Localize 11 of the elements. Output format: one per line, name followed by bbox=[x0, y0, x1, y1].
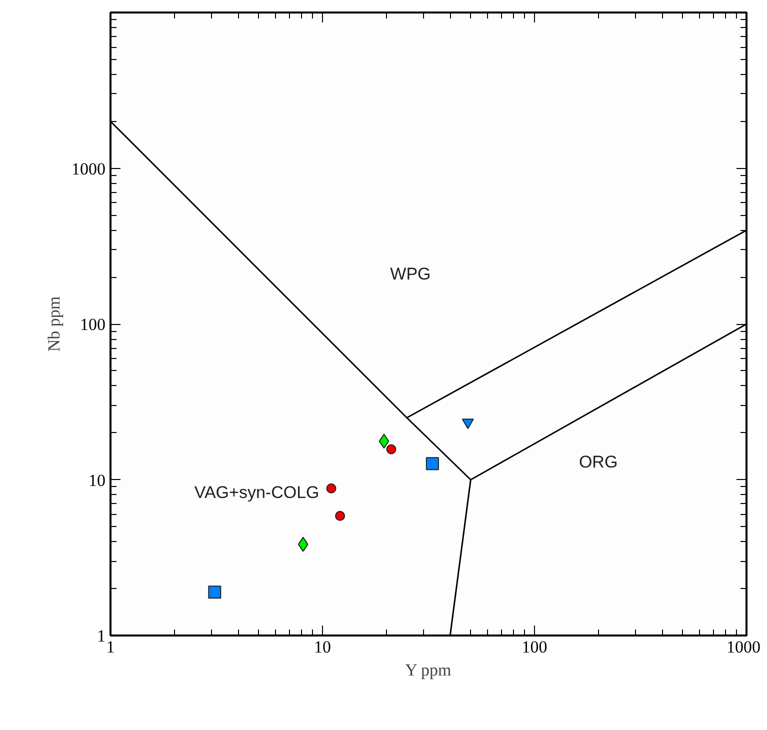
x-tick-label: 10 bbox=[314, 638, 331, 656]
annotation: VAG+syn-COLG bbox=[194, 482, 320, 502]
annotation: WPG bbox=[390, 264, 431, 284]
y-tick-label: 10 bbox=[88, 470, 106, 490]
x-axis-title: Y ppm bbox=[405, 660, 452, 680]
y-axis-title: Nb ppm bbox=[44, 296, 64, 352]
y-tick-label: 100 bbox=[80, 315, 106, 334]
annotation: ORG bbox=[578, 452, 618, 472]
x-tick-label: 1000 bbox=[726, 638, 760, 656]
x-tick-label: 100 bbox=[522, 638, 548, 656]
y-tick-label: 1000 bbox=[72, 159, 106, 178]
